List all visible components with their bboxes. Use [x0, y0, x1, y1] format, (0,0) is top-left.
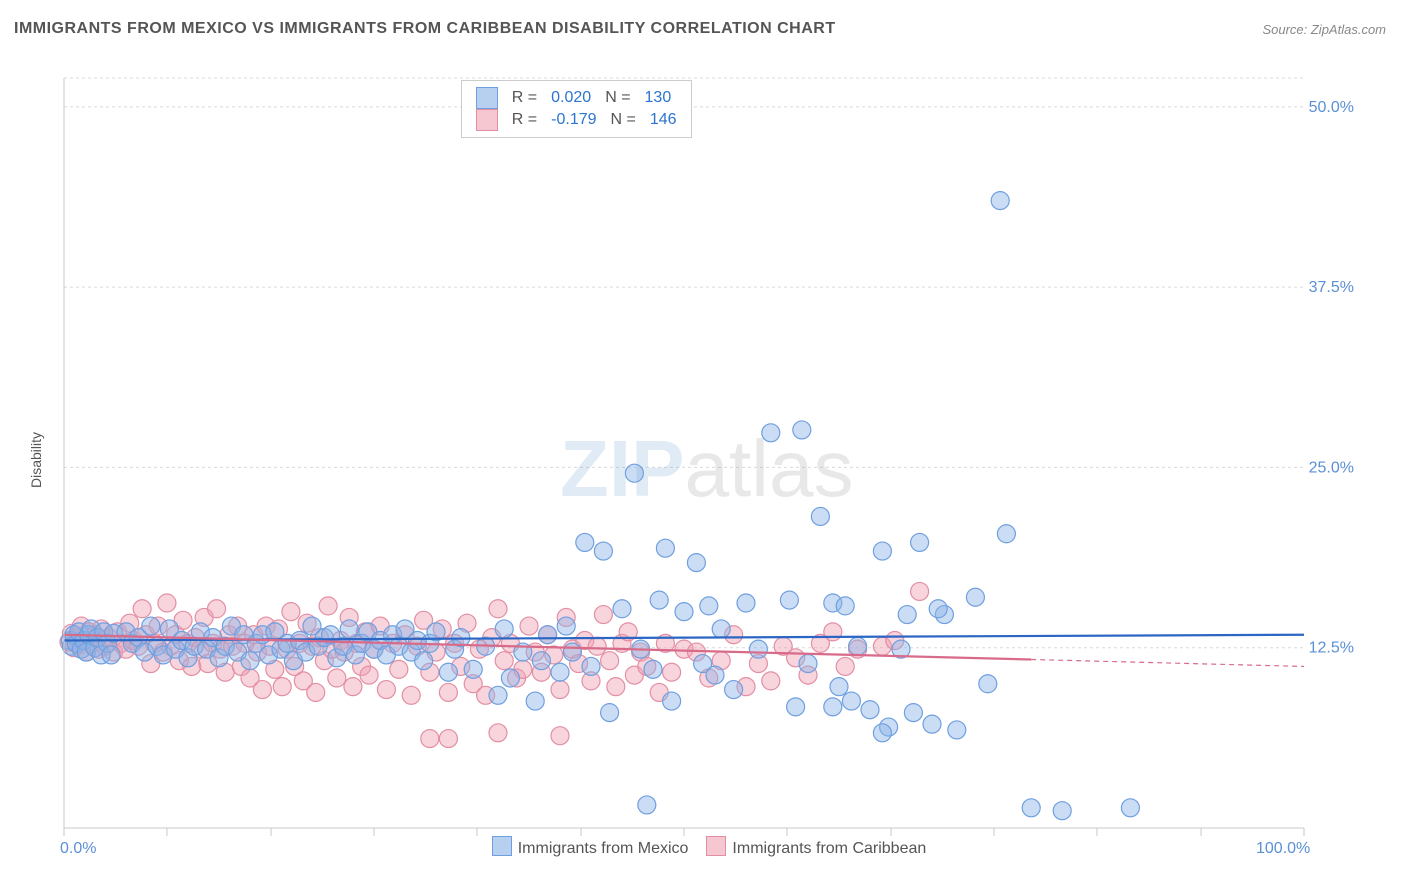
- y-axis-label: Disability: [28, 432, 44, 488]
- legend-swatch: [476, 109, 498, 131]
- legend-n-label: N =: [611, 111, 636, 129]
- chart-title: IMMIGRANTS FROM MEXICO VS IMMIGRANTS FRO…: [14, 20, 836, 38]
- correlation-legend: R = 0.020 N = 130 R = -0.179 N = 146: [461, 80, 692, 138]
- svg-text:50.0%: 50.0%: [1309, 99, 1354, 116]
- legend-swatch: [706, 836, 726, 856]
- source-label: Source: ZipAtlas.com: [1262, 22, 1386, 37]
- legend-r-label: R =: [512, 111, 537, 129]
- legend-r-value: 0.020: [551, 89, 591, 107]
- svg-text:12.5%: 12.5%: [1309, 640, 1354, 657]
- svg-text:37.5%: 37.5%: [1309, 279, 1354, 296]
- legend-label: Immigrants from Mexico: [518, 840, 689, 857]
- chart-container: Disability 12.5%25.0%37.5%50.0% ZIPatlas…: [14, 58, 1386, 862]
- legend-label: Immigrants from Caribbean: [732, 840, 926, 857]
- legend-swatch: [492, 836, 512, 856]
- legend-row: R = 0.020 N = 130: [476, 87, 677, 109]
- legend-n-value: 130: [645, 89, 672, 107]
- scatter-chart: 12.5% 25.0% 37.5% 50.0%: [14, 58, 1386, 862]
- legend-swatch: [476, 87, 498, 109]
- legend-r-label: R =: [512, 89, 537, 107]
- legend-r-value: -0.179: [551, 111, 596, 129]
- legend-row: R = -0.179 N = 146: [476, 109, 677, 131]
- svg-text:25.0%: 25.0%: [1309, 459, 1354, 476]
- series-legend: Immigrants from Mexico Immigrants from Ca…: [14, 836, 1386, 858]
- legend-n-value: 146: [650, 111, 677, 129]
- legend-n-label: N =: [605, 89, 630, 107]
